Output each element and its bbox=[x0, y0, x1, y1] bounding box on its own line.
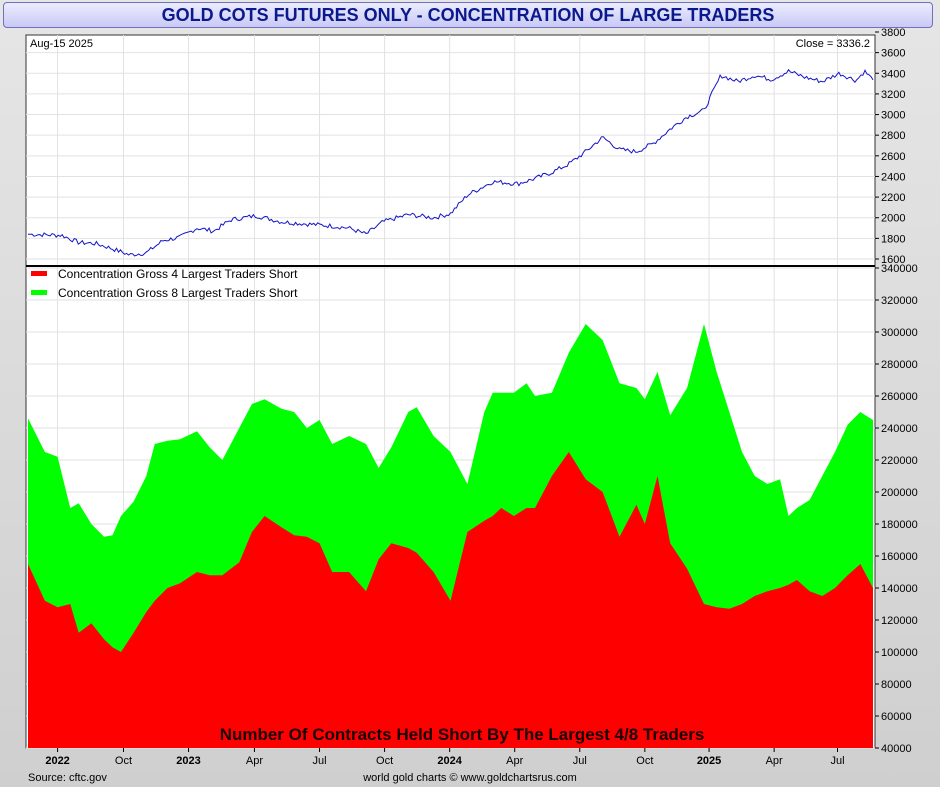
upper-y-tick-label: 3600 bbox=[881, 48, 905, 60]
lower-y-tick-label: 300000 bbox=[881, 327, 918, 339]
footer-label: world gold charts © www.goldchartsrus.co… bbox=[362, 772, 577, 784]
date-label: Aug-15 2025 bbox=[30, 38, 93, 50]
x-axis: 2022 Oct 2023 Apr Jul Oct 2024 Apr Jul Oct 2025 Apr… bbox=[45, 748, 845, 767]
price-line bbox=[27, 68, 874, 257]
chart-title: GOLD COTS FUTURES ONLY - CONCENTRATION O… bbox=[161, 5, 775, 25]
lower-y-tick-label: 200000 bbox=[881, 487, 918, 499]
upper-y-tick-label: 3000 bbox=[881, 110, 905, 122]
lower-y-tick-label: 160000 bbox=[881, 551, 918, 563]
area-series bbox=[28, 324, 873, 748]
lower-y-tick-label: 180000 bbox=[881, 519, 918, 531]
upper-grid bbox=[26, 31, 875, 260]
upper-y-tick-label: 2200 bbox=[881, 192, 905, 204]
lower-y-tick-label: 100000 bbox=[881, 647, 918, 659]
lower-y-tick-label: 340000 bbox=[881, 263, 918, 275]
price-series bbox=[27, 68, 874, 257]
x-tick-label: Oct bbox=[636, 755, 653, 767]
upper-y-tick-label: 2000 bbox=[881, 213, 905, 225]
gross4-area bbox=[28, 452, 873, 748]
legend-swatch-gross8 bbox=[31, 290, 47, 295]
upper-y-tick-label: 3800 bbox=[881, 27, 905, 39]
legend-label-gross4: Concentration Gross 4 Largest Traders Sh… bbox=[58, 267, 298, 281]
upper-y-tick-label: 2600 bbox=[881, 151, 905, 163]
upper-y-tick-label: 3400 bbox=[881, 68, 905, 80]
x-tick-label: Jul bbox=[573, 755, 587, 767]
lower-y-tick-label: 280000 bbox=[881, 359, 918, 371]
x-tick-label: Oct bbox=[376, 755, 393, 767]
lower-y-tick-label: 260000 bbox=[881, 391, 918, 403]
upper-y-tick-label: 2400 bbox=[881, 171, 905, 183]
lower-y-tick-label: 240000 bbox=[881, 423, 918, 435]
lower-y-tick-label: 140000 bbox=[881, 583, 918, 595]
x-tick-label: Apr bbox=[246, 755, 263, 767]
lower-y-tick-label: 60000 bbox=[881, 711, 912, 723]
close-label: Close = 3336.2 bbox=[796, 38, 870, 50]
x-tick-label: Oct bbox=[115, 755, 132, 767]
chart-title-bar: GOLD COTS FUTURES ONLY - CONCENTRATION O… bbox=[3, 2, 933, 28]
lower-y-tick-label: 40000 bbox=[881, 743, 912, 755]
upper-y-tick-label: 1600 bbox=[881, 254, 905, 266]
x-tick-label: 2025 bbox=[697, 755, 721, 767]
x-tick-label: Jul bbox=[312, 755, 326, 767]
legend-swatch-gross4 bbox=[31, 271, 47, 276]
lower-y-axis: 40000 60000 80000 100000 120000 140000 160000 1… bbox=[875, 263, 918, 755]
lower-y-tick-label: 220000 bbox=[881, 455, 918, 467]
x-tick-label: Jul bbox=[830, 755, 844, 767]
x-tick-label: Apr bbox=[506, 755, 523, 767]
x-tick-label: 2023 bbox=[176, 755, 200, 767]
source-label: Source: cftc.gov bbox=[28, 772, 107, 784]
upper-y-tick-label: 2800 bbox=[881, 130, 905, 142]
upper-y-axis: 1600 1800 2000 2200 2400 2600 2800 3000 3200 3400… bbox=[875, 27, 905, 266]
lower-y-tick-label: 80000 bbox=[881, 679, 912, 691]
legend: Concentration Gross 4 Largest Traders Sh… bbox=[31, 267, 298, 300]
lower-y-tick-label: 120000 bbox=[881, 615, 918, 627]
upper-y-tick-label: 3200 bbox=[881, 89, 905, 101]
x-tick-label: 2024 bbox=[437, 755, 462, 767]
x-tick-label: Apr bbox=[766, 755, 783, 767]
overlay-label: Number Of Contracts Held Short By The La… bbox=[220, 725, 705, 744]
upper-y-tick-label: 1800 bbox=[881, 233, 905, 245]
x-tick-label: 2022 bbox=[45, 755, 69, 767]
lower-y-tick-label: 320000 bbox=[881, 295, 918, 307]
legend-label-gross8: Concentration Gross 8 Largest Traders Sh… bbox=[58, 286, 298, 300]
